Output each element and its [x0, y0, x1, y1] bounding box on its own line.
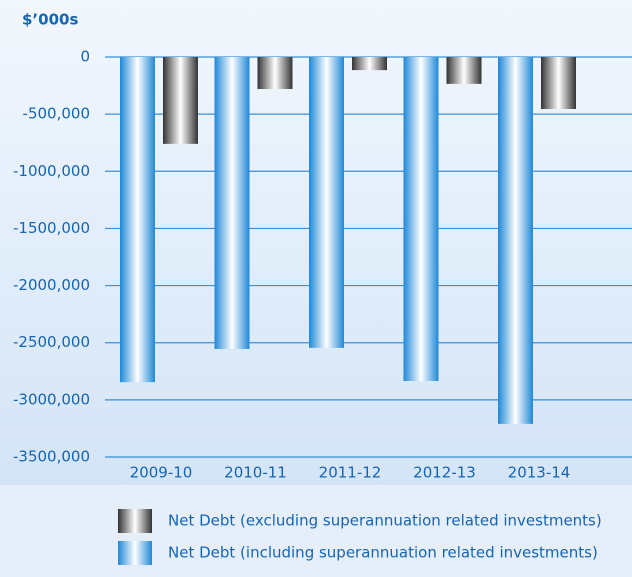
y-tick-label: -1500,000	[13, 219, 90, 237]
x-tick-label: 2009-10	[130, 464, 193, 482]
bar	[498, 57, 533, 424]
legend-swatch	[118, 541, 152, 565]
bar	[352, 57, 387, 71]
bar	[403, 57, 439, 381]
legend-swatch	[118, 509, 152, 533]
bar	[120, 57, 155, 383]
legend-label: Net Debt (excluding superannuation relat…	[168, 512, 602, 530]
y-tick-label: -3500,000	[13, 448, 90, 466]
bar	[163, 57, 198, 144]
x-tick-label: 2012-13	[413, 464, 476, 482]
bar	[446, 57, 482, 84]
bar	[257, 57, 293, 89]
legend-label: Net Debt (including superannuation relat…	[168, 544, 598, 562]
x-tick-label: 2010-11	[224, 464, 287, 482]
bar	[541, 57, 576, 109]
bar	[214, 57, 250, 349]
x-tick-label: 2013-14	[508, 464, 571, 482]
y-tick-label: -1000,000	[13, 162, 90, 180]
y-tick-label: 0	[80, 48, 90, 66]
y-tick-label: -3000,000	[13, 390, 90, 408]
bar	[309, 57, 344, 348]
legend-background	[0, 485, 632, 577]
y-tick-label: -2000,000	[13, 276, 90, 294]
chart-title: $’000s	[22, 11, 78, 29]
x-tick-label: 2011-12	[319, 464, 382, 482]
y-tick-label: -2500,000	[13, 333, 90, 351]
y-tick-label: -500,000	[23, 105, 90, 123]
